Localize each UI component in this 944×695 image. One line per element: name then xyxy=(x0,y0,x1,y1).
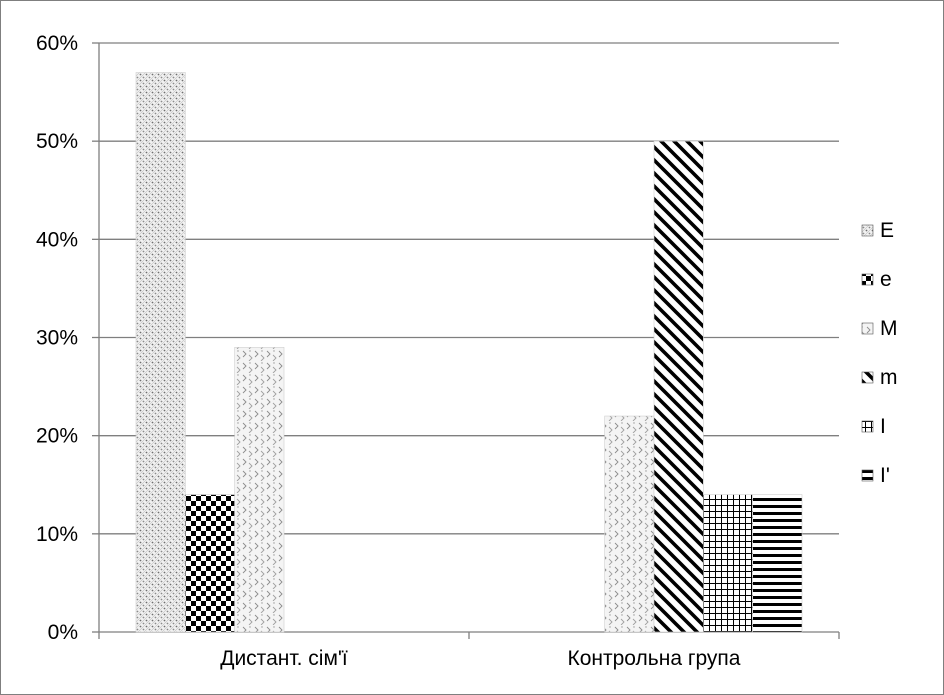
bar-distant-series-1 xyxy=(185,494,235,633)
bars xyxy=(135,72,803,633)
legend-label: m xyxy=(880,366,898,389)
bar-control-series-3 xyxy=(653,140,704,633)
y-tick-label: 10% xyxy=(36,523,78,546)
y-tick-label: 50% xyxy=(36,130,78,153)
y-tick-label: 0% xyxy=(48,621,78,644)
legend-label: e xyxy=(880,268,892,291)
legend-swatch xyxy=(861,469,874,482)
legend-swatch xyxy=(861,371,874,384)
y-tick-label: 20% xyxy=(36,425,78,448)
y-tick-label: 60% xyxy=(36,32,78,55)
x-category-label: Дистант. сім'ї xyxy=(220,647,348,670)
legend-swatch xyxy=(861,273,874,286)
y-tick-label: 30% xyxy=(36,327,78,350)
legend-swatch xyxy=(861,420,874,433)
y-tick-labels: 0% 10% 20% 30% 40% 50% 60% xyxy=(36,32,78,644)
gridlines xyxy=(99,42,839,535)
y-tick-label: 40% xyxy=(36,228,78,251)
legend-swatch xyxy=(861,322,874,335)
legend-label: I' xyxy=(880,464,890,487)
legend-label: E xyxy=(880,219,894,242)
legend-label: M xyxy=(880,317,898,340)
x-category-labels: Дистант. сім'ї Контрольна група xyxy=(220,647,741,670)
legend: Ee Mm I I' xyxy=(861,219,898,487)
bar-distant-series-0 xyxy=(135,72,186,633)
bar-distant-series-2 xyxy=(234,347,285,633)
legend-swatch xyxy=(861,224,874,237)
bar-control-series-5 xyxy=(752,494,803,633)
bar-control-series-2 xyxy=(604,415,655,633)
legend-label: I xyxy=(880,415,886,438)
bar-control-series-4 xyxy=(703,494,753,633)
x-category-label: Контрольна група xyxy=(568,647,741,670)
